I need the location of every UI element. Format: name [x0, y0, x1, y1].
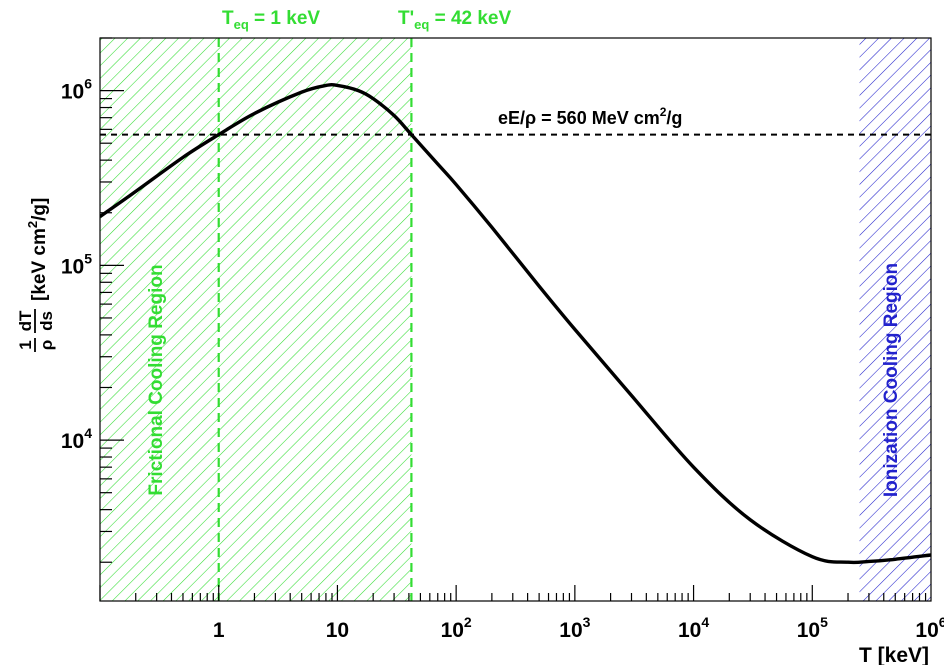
data-curve [100, 83, 931, 565]
x-tick-label: 102 [441, 614, 472, 642]
frictional-region [100, 38, 412, 601]
y-frac1-den: ρ [37, 340, 56, 351]
plot-frame [99, 37, 932, 602]
hline-label: eE/ρ = 560 MeV cm2/g [498, 105, 682, 128]
ionization-region [859, 38, 931, 601]
teq-label: Teq = 1 keV [222, 8, 320, 32]
x-tick-label: 103 [559, 614, 590, 642]
x-tick-label: 1 [213, 619, 225, 642]
axis-ticks [99, 37, 927, 601]
x-axis-title: T [keV] [859, 644, 929, 665]
y-axis-title: 1 ρ dT ds [keV cm2/g] [16, 198, 56, 352]
x-tick-label: 105 [797, 614, 828, 642]
regions-layer [100, 38, 931, 601]
y-frac2-num: dT [16, 310, 35, 331]
reference-lines [100, 38, 931, 601]
x-tick-label: 106 [915, 614, 944, 642]
frictional-region-label: Frictional Cooling Region [146, 264, 167, 495]
axis-labels: 1 10 102 103 104 105 106 104 105 106 [61, 76, 944, 642]
y-tick-label: 106 [61, 76, 92, 104]
y-tick-label: 105 [61, 250, 92, 278]
curve-layer [100, 83, 931, 565]
y-tick-label: 104 [61, 425, 92, 453]
ionization-region-label: Ionization Cooling Region [881, 263, 902, 497]
x-tick-label: 104 [678, 614, 709, 642]
y-frac2-den: ds [37, 311, 56, 331]
x-tick-label: 10 [326, 619, 349, 642]
y-frac1-num: 1 [16, 340, 35, 349]
tprime-eq-label: T'eq = 42 keV [398, 8, 511, 32]
y-units: [keV cm2/g] [25, 198, 50, 301]
